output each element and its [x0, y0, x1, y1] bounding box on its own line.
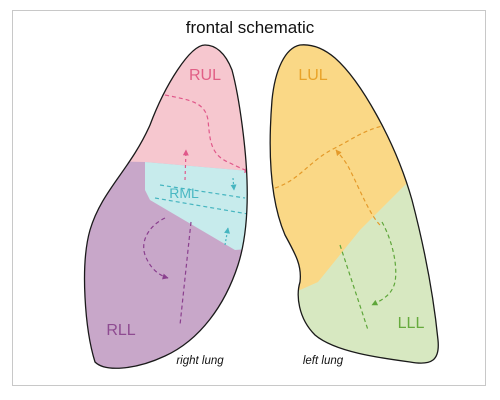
lll-arrow-curve	[371, 221, 397, 306]
right-lung-label: right lung	[176, 355, 224, 367]
rul-small-arrow	[182, 149, 189, 181]
rml-small-arrow-2	[224, 227, 231, 246]
right-lung	[84, 45, 248, 369]
left-lung-outline	[269, 44, 439, 364]
rml-region	[145, 162, 248, 250]
lll-label: LLL	[398, 315, 425, 332]
rml-label: RML	[169, 185, 199, 201]
lul-label: LUL	[298, 67, 327, 84]
rll-arrow-line	[179, 221, 192, 326]
rml-arrow-1	[159, 184, 246, 199]
rul-arrow	[164, 94, 248, 173]
left-lung	[270, 44, 439, 364]
right-lung-outline	[83, 44, 248, 369]
rll-label: RLL	[106, 322, 135, 339]
rml-arrow-2	[154, 197, 248, 215]
rul-label: RUL	[189, 67, 221, 84]
lll-arrow-line	[339, 244, 369, 331]
lul-arrow-1	[274, 121, 401, 189]
lul-arrow-2	[335, 149, 381, 226]
left-lung-label: left lung	[303, 355, 344, 367]
diagram-title: frontal schematic	[186, 18, 315, 37]
rll-arrow-curve	[143, 217, 169, 280]
